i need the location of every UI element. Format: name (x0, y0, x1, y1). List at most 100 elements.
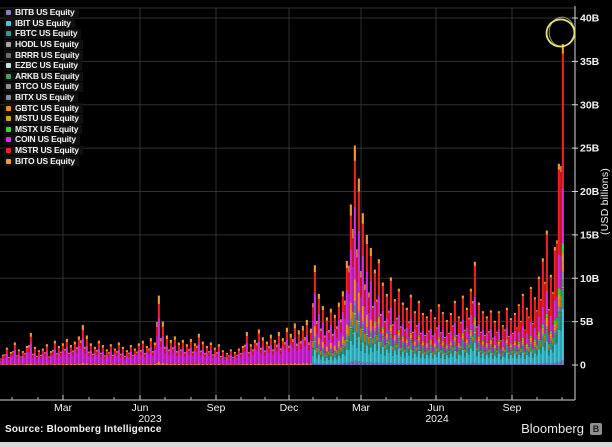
bar-segment-mstr (217, 346, 220, 352)
bar-segment-bitx (460, 348, 462, 350)
bar-segment-bitx (408, 348, 410, 350)
legend-item-bitx[interactable]: BITX US Equity (4, 93, 79, 103)
bar-segment-coin (376, 321, 378, 335)
bar-segment-bitb (360, 363, 362, 365)
bar-segment-fbtc (556, 335, 558, 344)
bar-segment-bitb (541, 363, 544, 365)
bar-segment-ibit (428, 357, 430, 365)
bar-segment-fbtc (524, 356, 526, 359)
bar-segment-fbtc (545, 333, 548, 342)
bar-segment-coin (240, 357, 242, 365)
bar-segment-bito (60, 351, 62, 354)
bar-segment-arkb (376, 342, 378, 345)
bar-segment-bitx (364, 341, 366, 344)
legend-item-mstr[interactable]: MSTR US Equity (4, 146, 83, 156)
bar-segment-gbtc (481, 341, 484, 345)
bar-segment-ibit (377, 341, 380, 363)
bar-segment-mstx (397, 329, 400, 332)
bar-segment-coin (485, 332, 488, 343)
legend-item-coin[interactable]: COIN US Equity (4, 135, 80, 145)
bar-segment-mstu (393, 335, 396, 337)
legend-item-bito[interactable]: BITO US Equity (4, 156, 79, 166)
bar-segment-mstr (77, 339, 80, 346)
bar-segment-mstu (524, 352, 526, 354)
bar-segment-mstr (65, 342, 68, 348)
bar-segment-mstr (448, 334, 450, 344)
bar-segment-mstx (381, 327, 384, 329)
bar-segment-mstr (209, 345, 212, 350)
bar-segment-mstr (224, 358, 226, 360)
bar-segment-bito (24, 353, 26, 355)
bar-segment-fbtc (372, 347, 374, 352)
bar-segment-coin (217, 351, 220, 364)
x-month-label: Sep (503, 402, 522, 414)
bar-segment-bito (352, 228, 354, 239)
bar-segment-gbtc (448, 351, 450, 353)
bar-segment-btco (353, 305, 356, 307)
bar-segment-coin (433, 333, 436, 344)
bar-segment-bito (516, 327, 518, 329)
bar-segment-ibit (393, 350, 396, 364)
legend-item-btco[interactable]: BTCO US Equity (4, 82, 83, 92)
legend-item-ezbc[interactable]: EZBC US Equity (4, 61, 82, 71)
bar-segment-ibit (416, 356, 418, 365)
bar-segment-gbtc (156, 362, 158, 365)
legend-item-mstu[interactable]: MSTU US Equity (4, 114, 83, 124)
bar-segment-bito (512, 332, 514, 335)
bar-segment-bitx (436, 350, 438, 352)
legend-item-gbtc[interactable]: GBTC US Equity (4, 103, 83, 113)
bar-segment-coin (36, 358, 38, 365)
bar-segment-gbtc (405, 340, 408, 344)
legend-item-mstx[interactable]: MSTX US Equity (4, 124, 83, 135)
bar-segment-mstx (509, 343, 512, 345)
bar-segment-mstr (465, 310, 468, 328)
bar-segment-bito (116, 351, 118, 353)
bar-segment-bito (141, 340, 144, 344)
bar-segment-mstr (476, 327, 478, 340)
bar-segment-bitx (320, 354, 322, 356)
bar-segment-coin (257, 341, 260, 364)
bar-segment-arkb (368, 345, 370, 348)
legend-item-hodl[interactable]: HODL US Equity (4, 40, 83, 50)
bar-segment-mstr (420, 334, 422, 344)
bar-segment-fbtc (389, 338, 392, 346)
bar-segment-bitx (477, 341, 480, 344)
bar-segment-coin (1, 358, 4, 365)
bar-segment-coin (425, 332, 428, 343)
bar-segment-mstr (232, 357, 234, 360)
legend-item-brrr[interactable]: BRRR US Equity (4, 50, 84, 60)
legend-item-fbtc[interactable]: FBTC US Equity (4, 29, 82, 39)
bar-segment-mstx (561, 243, 564, 253)
bar-segment-coin (273, 348, 276, 364)
bar-segment-coin (256, 350, 258, 364)
bar-segment-btco (365, 329, 368, 331)
bar-segment-mstr (289, 337, 292, 345)
bar-segment-fbtc (376, 345, 378, 351)
bar-segment-ibit (313, 350, 316, 364)
bar-segment-coin (340, 332, 342, 348)
bar-segment-mstx (453, 335, 456, 337)
bar-segment-mstr (537, 279, 540, 317)
legend-item-bitb[interactable]: BITB US Equity (4, 8, 79, 18)
bar-segment-bito (121, 346, 124, 349)
bar-segment-mstx (421, 341, 424, 343)
bar-segment-bito (452, 325, 454, 327)
bar-segment-bitb (424, 364, 426, 365)
bar-segment-bitb (348, 363, 350, 365)
legend-item-arkb[interactable]: ARKB US Equity (4, 71, 84, 82)
bar-segment-mstu (561, 252, 564, 263)
bar-segment-gbtc (524, 353, 526, 355)
bar-segment-arkb (560, 312, 562, 317)
bar-segment-mstr (528, 318, 530, 339)
bar-segment-coin (112, 358, 114, 365)
bar-segment-gbtc (409, 334, 412, 339)
bar-segment-mstr (273, 342, 276, 349)
bar-segment-bito (25, 345, 28, 349)
bar-segment-mstr (492, 338, 494, 347)
bar-segment-coin (321, 322, 324, 342)
bar-segment-mstr (52, 351, 54, 355)
legend-item-ibit[interactable]: IBIT US Equity (4, 18, 75, 29)
bar-segment-bito (296, 343, 298, 347)
bar-segment-coin (268, 352, 270, 365)
bar-segment-mstr (305, 325, 308, 335)
